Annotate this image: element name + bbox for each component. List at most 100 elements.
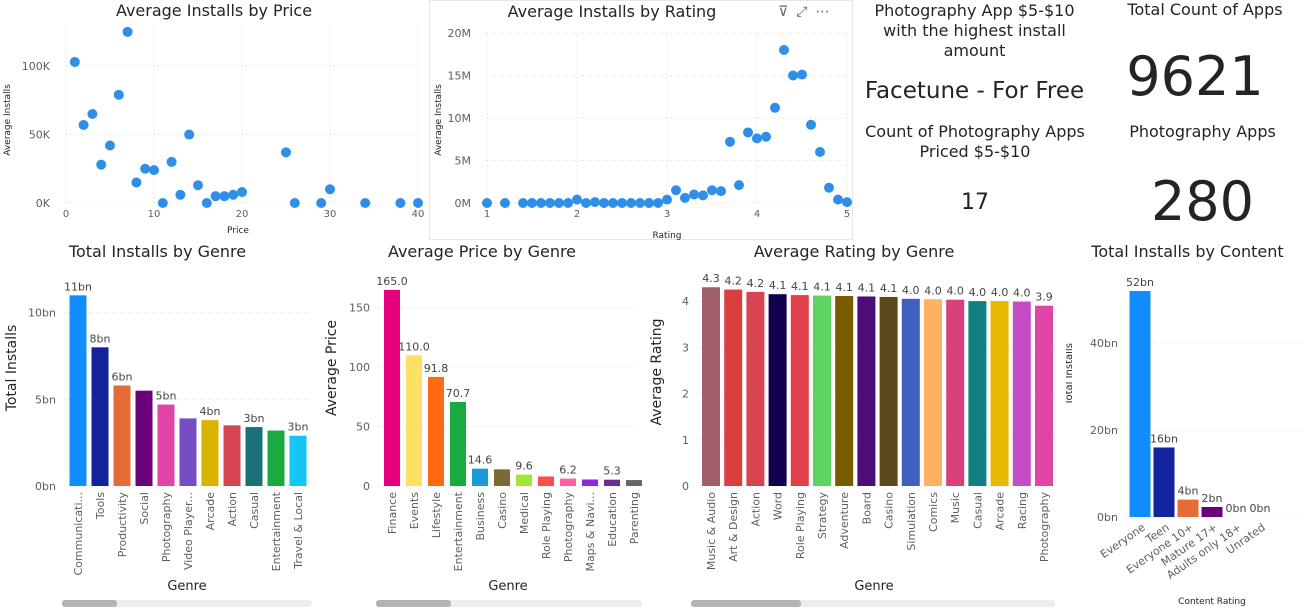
bar: [857, 296, 876, 486]
data-label: 110.0: [398, 340, 430, 353]
bar: [1201, 507, 1223, 517]
data-point: [482, 198, 492, 208]
y-tick-label: 50K: [29, 129, 51, 142]
bar: [746, 291, 765, 486]
data-point: [518, 198, 528, 208]
data-point: [572, 194, 582, 205]
chart-title: Average Price by Genre: [387, 242, 577, 261]
bar: [813, 295, 831, 486]
x-tick-label: Video Player...: [182, 492, 195, 570]
x-tick-label: 2: [574, 209, 580, 220]
bar: [69, 295, 87, 486]
x-axis-label: Content Rating: [1178, 597, 1246, 607]
y-axis-label: Average Installs: [434, 84, 444, 156]
data-point: [824, 182, 834, 193]
chart-title: Average Rating by Genre: [753, 242, 955, 261]
bar: [1153, 447, 1175, 517]
data-point: [395, 198, 406, 208]
x-tick-label: Entertainment: [452, 491, 465, 571]
rating-scatter-panel[interactable]: Average Installs by Rating 1 2 3 4 5 0M 5M 10M 1…: [429, 0, 853, 240]
data-point: [626, 198, 636, 208]
y-axis-label: Average Price: [324, 320, 340, 416]
genre-installs-scrollbar[interactable]: [62, 600, 312, 607]
data-label: 4.1: [791, 280, 809, 293]
data-point: [644, 198, 654, 208]
data-label: 4.0: [902, 284, 920, 297]
data-point: [599, 198, 609, 208]
data-point: [815, 147, 825, 157]
data-point: [166, 156, 177, 167]
y-tick-label: 100K: [22, 60, 51, 73]
total-apps-card-title: Total Count of Apps: [1127, 0, 1283, 19]
data-point: [716, 186, 726, 197]
scroll-thumb[interactable]: [376, 600, 451, 607]
data-point: [707, 185, 717, 196]
photo-count-card-title: Count of Photography Apps Priced $5-$10: [865, 122, 1085, 161]
bar: [289, 435, 307, 486]
x-axis-label: Rating: [652, 231, 681, 240]
genre-price-panel[interactable]: Average Price by Genre 0 50 100 150 165.0 Fin…: [322, 242, 642, 613]
filter-icon[interactable]: ⊽: [778, 4, 797, 20]
x-tick-label: 1: [484, 209, 490, 220]
data-label: 4.1: [813, 281, 831, 294]
y-tick-label: 0bn: [35, 480, 56, 493]
y-tick-label: 3: [682, 341, 689, 354]
chart-title: Average Installs by Rating: [507, 2, 717, 21]
x-tick-label: Comics: [927, 492, 940, 532]
data-point: [788, 70, 798, 81]
chart-title: Total Installs by Genre: [68, 242, 247, 261]
price-scatter-panel[interactable]: Average Installs by Price 0 10 20 30 40 0K 50K…: [0, 0, 428, 240]
x-axis-label: Genre: [167, 579, 206, 594]
data-label: 0bn: [1226, 502, 1247, 515]
x-tick-label: Travel & Local: [292, 492, 305, 570]
data-point: [761, 131, 771, 142]
data-point: [608, 198, 618, 208]
bar: [157, 404, 175, 486]
bar: [946, 299, 965, 486]
x-tick-label: Strategy: [816, 492, 829, 540]
data-point: [105, 140, 115, 151]
bar: [201, 420, 219, 486]
focus-mode-icon[interactable]: ⤢: [796, 4, 816, 20]
bar: [879, 296, 898, 486]
data-label: 4.2: [724, 275, 742, 288]
x-tick-label: Simulation: [905, 492, 918, 551]
data-point: [500, 198, 510, 208]
y-tick-label: 10bn: [28, 307, 56, 320]
genre-price-chart: 0 50 100 150 165.0 Finance 110.0 Events 91.8 Life…: [324, 275, 642, 594]
photo-app-value: Facetune - For Free: [864, 78, 1085, 104]
y-tick-label: 0: [363, 480, 370, 493]
y-axis-label: Average Rating: [649, 318, 665, 425]
data-point: [316, 198, 327, 208]
data-label: 2bn: [1202, 492, 1223, 505]
data-point: [743, 127, 753, 138]
chart-title: Total Installs by Content: [1091, 242, 1284, 261]
y-axis-label: Total Installs: [4, 325, 20, 413]
y-tick-label: 15M: [448, 70, 472, 83]
bar: [113, 385, 131, 486]
price-scatter-chart: 0 10 20 30 40 0K 50K 100K Price Average Installs: [3, 25, 424, 236]
genre-rating-panel[interactable]: Average Rating by Genre 0 1 2 3 4 4.3 Music & …: [645, 242, 1063, 613]
scroll-thumb[interactable]: [62, 600, 117, 607]
data-label: 4.0: [924, 284, 942, 297]
genre-installs-panel[interactable]: Total Installs by Genre 0bn 5bn 10bn 11bn Co…: [0, 242, 320, 613]
genre-price-scrollbar[interactable]: [376, 600, 642, 607]
x-tick-label: 5: [844, 209, 850, 220]
content-installs-panel[interactable]: Total Installs by Content 0bn 20bn 40bn 52b…: [1066, 242, 1309, 613]
y-tick-label: 20M: [448, 27, 472, 40]
scroll-thumb[interactable]: [691, 600, 801, 607]
data-point: [671, 185, 681, 196]
genre-rating-scrollbar[interactable]: [691, 600, 1055, 607]
bar: [768, 294, 787, 486]
data-point: [281, 147, 291, 158]
photo-app-card-title: Photography App $5-$10 with the highest …: [874, 1, 1075, 60]
x-tick-label: 3: [664, 209, 670, 220]
x-tick-label: Role Playing: [794, 492, 807, 559]
x-tick-label: Racing: [1016, 492, 1029, 529]
data-label: 70.7: [446, 387, 471, 400]
bar: [494, 469, 510, 486]
bar: [604, 479, 620, 486]
bar: [990, 301, 1009, 486]
data-point: [360, 198, 371, 208]
more-options-icon[interactable]: ⋯: [815, 4, 838, 20]
